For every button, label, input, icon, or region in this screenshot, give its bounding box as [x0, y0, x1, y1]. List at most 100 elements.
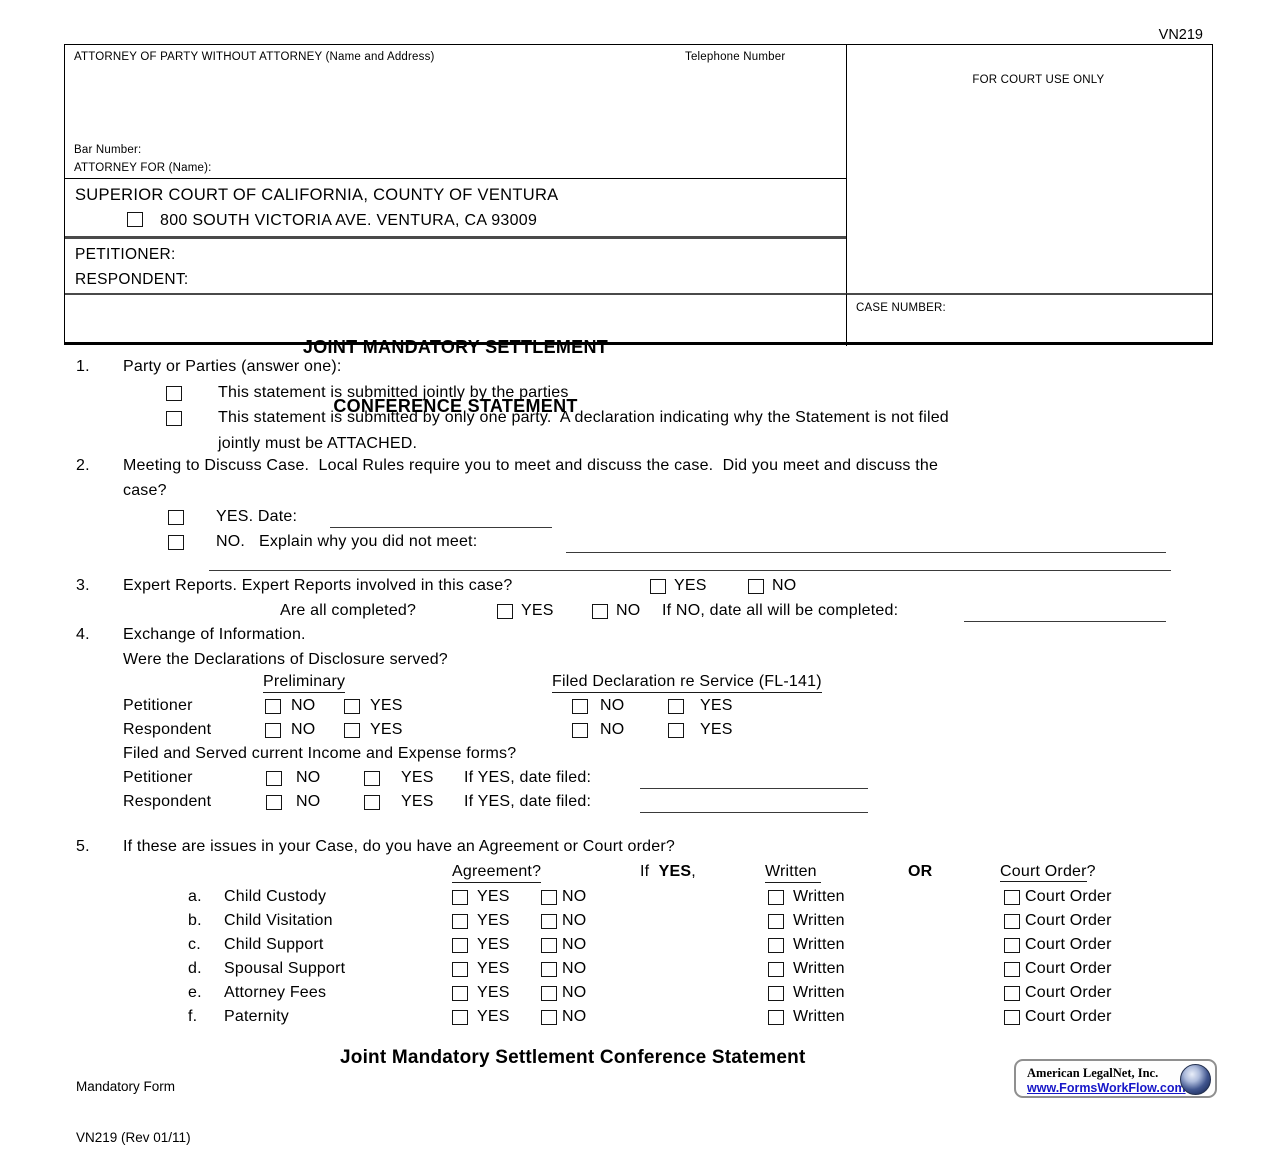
- section3-no-checkbox[interactable]: [748, 579, 764, 594]
- sec5-a-no-checkbox[interactable]: [541, 890, 557, 905]
- sec5-d-court-order-checkbox[interactable]: [1004, 962, 1020, 977]
- yes-label: YES: [370, 697, 403, 714]
- sec4-resp-prelim-no-checkbox[interactable]: [265, 723, 281, 738]
- sec5-b-written-checkbox[interactable]: [768, 914, 784, 929]
- row-letter: d.: [188, 960, 202, 977]
- section2-explain-blank[interactable]: [566, 552, 1166, 553]
- row-letter: a.: [188, 888, 202, 905]
- row-label: Paternity: [224, 1008, 289, 1025]
- written-label: Written: [793, 1008, 845, 1025]
- section2-continuation-row: [0, 556, 1275, 580]
- section4-petitioner-row: Petitioner NO YES NO YES: [0, 697, 1275, 721]
- case-number-label: CASE NUMBER:: [856, 302, 946, 314]
- section5-row-e: e. Attorney Fees YES NO Written Court Or…: [0, 984, 1275, 1008]
- sec5-b-no-checkbox[interactable]: [541, 914, 557, 929]
- row-label: Child Custody: [224, 888, 327, 905]
- section4-number: 4.: [76, 626, 90, 643]
- form-title-line1: JOINT MANDATORY SETTLEMENT: [302, 337, 609, 357]
- section3-date-blank[interactable]: [964, 621, 1166, 622]
- section1-option2-checkbox[interactable]: [166, 411, 182, 426]
- sec4-income-resp-date-blank[interactable]: [640, 812, 868, 813]
- sec5-d-written-checkbox[interactable]: [768, 962, 784, 977]
- court-order-label: Court Order: [1025, 984, 1112, 1001]
- sec5-e-court-order-checkbox[interactable]: [1004, 986, 1020, 1001]
- section3-completed-no-checkbox[interactable]: [592, 604, 608, 619]
- sec5-header-if-yes: If YES,: [640, 863, 696, 881]
- section2-no-checkbox[interactable]: [168, 535, 184, 550]
- sec4-pet-filed-yes-checkbox[interactable]: [668, 699, 684, 714]
- sec4-income-resp-yes-checkbox[interactable]: [364, 795, 380, 810]
- legalnet-link[interactable]: www.FormsWorkFlow.com: [1027, 1081, 1186, 1095]
- no-label: NO: [562, 912, 587, 929]
- section3-yes-checkbox[interactable]: [650, 579, 666, 594]
- section2-number: 2.: [76, 457, 90, 474]
- case-number-box: CASE NUMBER:: [846, 293, 1212, 346]
- written-label: Written: [793, 912, 845, 929]
- caption-table: ATTORNEY OF PARTY WITHOUT ATTORNEY (Name…: [64, 44, 1213, 416]
- legalnet-name: American LegalNet, Inc.: [1027, 1066, 1159, 1080]
- section3-completed-yes-checkbox[interactable]: [497, 604, 513, 619]
- sec5-c-written-checkbox[interactable]: [768, 938, 784, 953]
- sec5-e-yes-checkbox[interactable]: [452, 986, 468, 1001]
- form-title-box: JOINT MANDATORY SETTLEMENT CONFERENCE ST…: [65, 293, 846, 416]
- legalnet-badge: American LegalNet, Inc. www.FormsWorkFlo…: [1014, 1059, 1217, 1098]
- sec5-d-no-checkbox[interactable]: [541, 962, 557, 977]
- footer-title: Joint Mandatory Settlement Conference St…: [340, 1047, 806, 1068]
- sec4-resp-filed-no-checkbox[interactable]: [572, 723, 588, 738]
- section5-row-a: a. Child Custody YES NO Written Court Or…: [0, 888, 1275, 912]
- sec4-resp-prelim-yes-checkbox[interactable]: [344, 723, 360, 738]
- sec4-pet-prelim-no-checkbox[interactable]: [265, 699, 281, 714]
- attorney-box: ATTORNEY OF PARTY WITHOUT ATTORNEY (Name…: [65, 45, 846, 179]
- sec5-c-court-order-checkbox[interactable]: [1004, 938, 1020, 953]
- section5-heading-row: 5. If these are issues in your Case, do …: [0, 838, 1275, 862]
- section2-heading-row: 2. Meeting to Discuss Case. Local Rules …: [0, 457, 1275, 481]
- row-label: Child Visitation: [224, 912, 333, 929]
- sec4-income-pet-yes-checkbox[interactable]: [364, 771, 380, 786]
- section2-yes-date-blank[interactable]: [330, 527, 552, 528]
- sec5-e-written-checkbox[interactable]: [768, 986, 784, 1001]
- telephone-label: Telephone Number: [685, 51, 786, 63]
- court-order-label: Court Order: [1025, 1008, 1112, 1025]
- section4-col2-header: Filed Declaration re Service (FL-141): [552, 673, 822, 693]
- section3-row1: 3. Expert Reports. Expert Reports involv…: [0, 577, 1275, 601]
- if-word: If: [640, 863, 659, 880]
- sec5-c-yes-checkbox[interactable]: [452, 938, 468, 953]
- sec4-pet-prelim-yes-checkbox[interactable]: [344, 699, 360, 714]
- court-address-checkbox[interactable]: [127, 212, 143, 227]
- sec4-income-pet-date-blank[interactable]: [640, 788, 868, 789]
- sec5-e-no-checkbox[interactable]: [541, 986, 557, 1001]
- court-use-label: FOR COURT USE ONLY: [972, 74, 1105, 86]
- section3-question2: Are all completed?: [280, 602, 417, 619]
- sec5-f-written-checkbox[interactable]: [768, 1010, 784, 1025]
- court-order-label: Court Order: [1025, 960, 1112, 977]
- sec5-f-no-checkbox[interactable]: [541, 1010, 557, 1025]
- sec5-f-court-order-checkbox[interactable]: [1004, 1010, 1020, 1025]
- footer-form-id: Mandatory Form VN219 (Rev 01/11): [76, 1044, 191, 1163]
- section4-petitioner-label: Petitioner: [123, 769, 193, 786]
- sec5-f-yes-checkbox[interactable]: [452, 1010, 468, 1025]
- sec5-a-written-checkbox[interactable]: [768, 890, 784, 905]
- court-name: SUPERIOR COURT OF CALIFORNIA, COUNTY OF …: [75, 186, 559, 204]
- section5-row-d: d. Spousal Support YES NO Written Court …: [0, 960, 1275, 984]
- section1-option1-label: This statement is submitted jointly by t…: [218, 384, 569, 401]
- written-label: Written: [793, 984, 845, 1001]
- sec5-d-yes-checkbox[interactable]: [452, 962, 468, 977]
- section1-number: 1.: [76, 358, 90, 375]
- sec5-c-no-checkbox[interactable]: [541, 938, 557, 953]
- section1-option1-checkbox[interactable]: [166, 386, 182, 401]
- section4-income-respondent-row: Respondent NO YES If YES, date filed:: [0, 793, 1275, 817]
- sec5-a-yes-checkbox[interactable]: [452, 890, 468, 905]
- sec4-income-pet-no-checkbox[interactable]: [266, 771, 282, 786]
- section2-explain-blank2[interactable]: [209, 570, 1171, 571]
- sec5-b-yes-checkbox[interactable]: [452, 914, 468, 929]
- sec5-b-court-order-checkbox[interactable]: [1004, 914, 1020, 929]
- sec5-a-court-order-checkbox[interactable]: [1004, 890, 1020, 905]
- yes-label: YES: [401, 793, 434, 810]
- sec4-resp-filed-yes-checkbox[interactable]: [668, 723, 684, 738]
- court-order-label: Court Order: [1025, 912, 1112, 929]
- sec4-pet-filed-no-checkbox[interactable]: [572, 699, 588, 714]
- section2-yes-checkbox[interactable]: [168, 510, 184, 525]
- row-letter: b.: [188, 912, 202, 929]
- sec4-income-resp-no-checkbox[interactable]: [266, 795, 282, 810]
- court-order-label: Court Order: [1025, 936, 1112, 953]
